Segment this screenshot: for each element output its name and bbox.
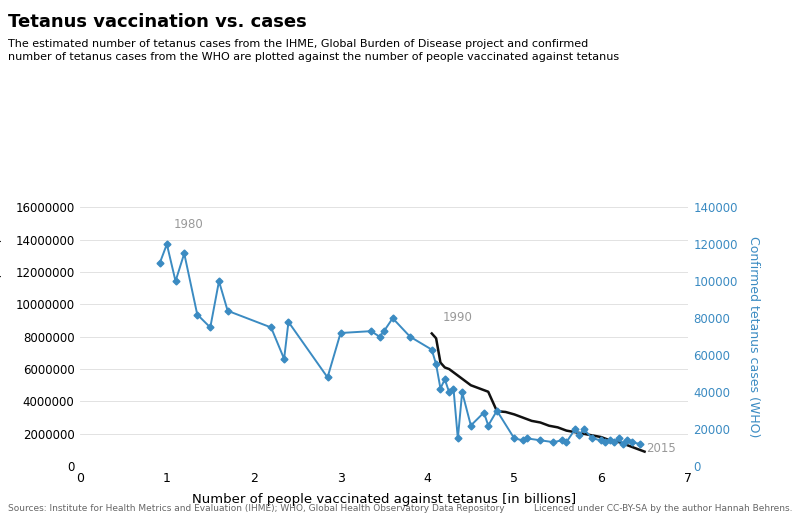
- Text: Our World: Our World: [674, 23, 746, 36]
- Text: 2015: 2015: [646, 442, 676, 455]
- Text: in Data: in Data: [685, 45, 735, 57]
- Text: Tetanus vaccination vs. cases: Tetanus vaccination vs. cases: [8, 13, 306, 31]
- Text: 1990: 1990: [443, 311, 473, 324]
- Y-axis label: Estimated tetanus cases (IHME): Estimated tetanus cases (IHME): [0, 237, 4, 437]
- Text: The estimated number of tetanus cases from the IHME, Global Burden of Disease pr: The estimated number of tetanus cases fr…: [8, 39, 619, 62]
- Text: 1980: 1980: [174, 219, 203, 232]
- Y-axis label: Confirmed tetanus cases (WHO): Confirmed tetanus cases (WHO): [747, 236, 760, 437]
- Text: Sources: Institute for Health Metrics and Evaluation (IHME); WHO, Global Health : Sources: Institute for Health Metrics an…: [8, 504, 505, 513]
- Text: Licenced under CC-BY-SA by the author Hannah Behrens.: Licenced under CC-BY-SA by the author Ha…: [534, 504, 792, 513]
- X-axis label: Number of people vaccinated against tetanus [in billions]: Number of people vaccinated against teta…: [192, 493, 576, 506]
